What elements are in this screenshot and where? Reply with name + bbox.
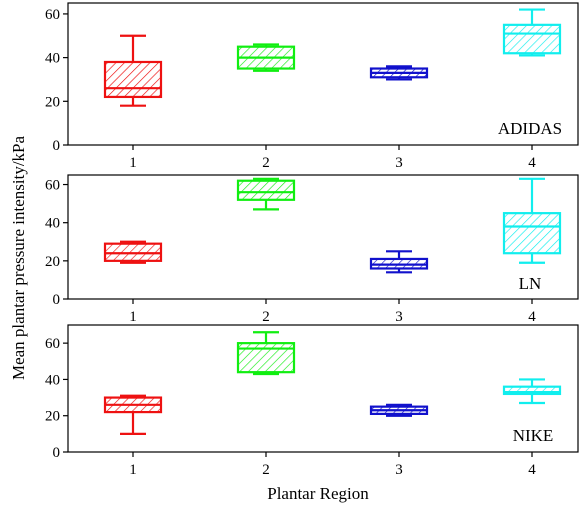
- box-body: [502, 23, 562, 55]
- y-tick-label: 60: [45, 336, 60, 352]
- x-tick-label: 1: [129, 309, 137, 325]
- box-adidas-region-4: [502, 8, 562, 57]
- y-tick-label: 0: [53, 292, 61, 308]
- box-nike-region-1: [103, 394, 163, 435]
- panel-nike: 0 20 40 60 1 2 3 4 NIKE: [45, 324, 579, 478]
- y-tick-label: 60: [45, 178, 60, 194]
- x-axis-label: Plantar Region: [267, 484, 369, 503]
- y-tick-label: 40: [45, 372, 60, 388]
- plot-frame: [67, 174, 579, 300]
- brand-label: NIKE: [513, 426, 554, 445]
- x-tick-label: 1: [129, 155, 137, 171]
- y-tick-label: 20: [45, 254, 60, 270]
- box-ln-region-1: [103, 240, 163, 264]
- box-ln-region-4: [502, 177, 562, 264]
- box-body: [502, 212, 562, 255]
- x-tick-label: 4: [528, 309, 536, 325]
- panel-adidas: 0 20 40 60 1 2 3 4 ADIDAS: [45, 2, 579, 171]
- box-body: [502, 385, 562, 396]
- y-tick-label: 40: [45, 216, 60, 232]
- box-adidas-region-2: [236, 43, 296, 72]
- x-tick-label: 2: [262, 462, 270, 478]
- y-axis-label: Mean plantar pressure intensity/kPa: [9, 136, 28, 381]
- brand-label: LN: [519, 274, 542, 293]
- brand-label: ADIDAS: [498, 119, 562, 138]
- plot-frame: [67, 2, 579, 146]
- x-tick-label: 1: [129, 462, 137, 478]
- x-tick-label: 2: [262, 155, 270, 171]
- box-nike-region-3: [369, 403, 429, 417]
- box-body: [236, 179, 296, 201]
- box-nike-region-4: [502, 378, 562, 405]
- box-ln-region-2: [236, 177, 296, 211]
- panel-ln: 0 20 40 60 1 2 3 4 LN: [45, 174, 579, 325]
- y-tick-label: 20: [45, 94, 60, 110]
- x-tick-label: 3: [395, 309, 403, 325]
- x-tick-label: 3: [395, 155, 403, 171]
- x-tick-label: 2: [262, 309, 270, 325]
- y-tick-label: 60: [45, 7, 60, 23]
- y-tick-label: 0: [53, 138, 61, 154]
- box-adidas-region-3: [369, 65, 429, 81]
- y-tick-label: 20: [45, 409, 60, 425]
- box-ln-region-3: [369, 250, 429, 274]
- x-tick-label: 4: [528, 462, 536, 478]
- y-tick-label: 40: [45, 51, 60, 67]
- x-tick-label: 4: [528, 155, 536, 171]
- y-tick-label: 0: [53, 445, 61, 461]
- box-nike-region-2: [236, 331, 296, 376]
- box-body: [103, 60, 163, 99]
- box-adidas-region-1: [103, 34, 163, 107]
- x-tick-label: 3: [395, 462, 403, 478]
- plot-frame: [67, 324, 579, 453]
